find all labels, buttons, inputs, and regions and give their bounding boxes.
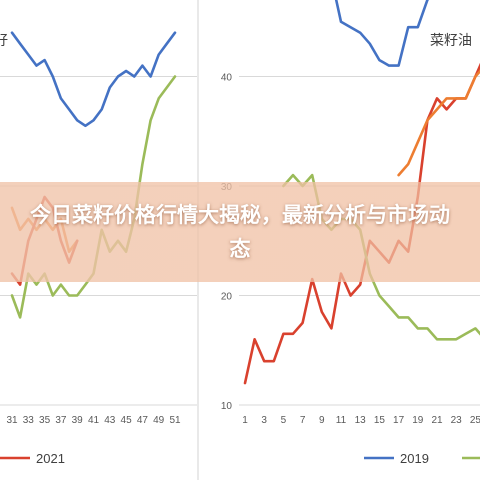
x-tick-label: 17	[393, 415, 405, 426]
x-tick-label: 7	[300, 415, 306, 426]
x-tick-label: 15	[374, 415, 386, 426]
x-tick-label: 47	[137, 415, 149, 426]
legend-label: 2019	[400, 451, 429, 466]
x-tick-label: 41	[88, 415, 100, 426]
series-line-blue	[10, 31, 177, 128]
headline-banner: 今日菜籽价格行情大揭秘，最新分析与市场动态	[0, 182, 480, 282]
x-tick-label: 45	[121, 415, 133, 426]
y-tick-label: 10	[221, 401, 233, 412]
x-tick-label: 37	[55, 415, 67, 426]
x-tick-label: 33	[23, 415, 35, 426]
x-tick-label: 3	[261, 415, 267, 426]
right-chart-title: 菜籽油	[430, 33, 472, 49]
x-tick-label: 31	[6, 415, 18, 426]
y-tick-label: 40	[221, 73, 233, 84]
x-tick-label: 11	[336, 415, 347, 426]
x-tick-label: 23	[451, 415, 463, 426]
x-tick-label: 1	[242, 415, 248, 426]
x-tick-label: 39	[72, 415, 84, 426]
x-tick-label: 5	[281, 415, 287, 426]
series-line-blue	[334, 0, 430, 67]
x-tick-label: 35	[39, 415, 51, 426]
legend-label: 2021	[36, 451, 65, 466]
series-line-orange	[397, 69, 480, 177]
x-tick-label: 51	[169, 415, 181, 426]
y-tick-label: 20	[221, 292, 233, 303]
x-tick-label: 9	[319, 415, 325, 426]
left-chart-title: 籽	[0, 33, 8, 49]
x-tick-label: 25	[470, 415, 480, 426]
x-tick-label: 21	[431, 415, 443, 426]
x-tick-label: 13	[355, 415, 367, 426]
headline-text[interactable]: 今日菜籽价格行情大揭秘，最新分析与市场动态	[30, 203, 450, 261]
x-tick-label: 49	[153, 415, 165, 426]
x-tick-label: 43	[104, 415, 116, 426]
x-tick-label: 19	[412, 415, 424, 426]
